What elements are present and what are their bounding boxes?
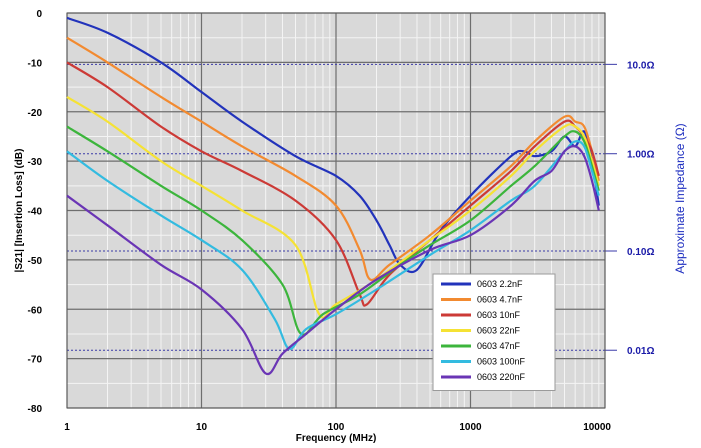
impedance-tick-label: 1.00Ω	[627, 150, 654, 161]
y-tick-label: -50	[28, 256, 43, 267]
y-axis-label: |S21| [Insertion Loss] (dB)	[14, 149, 25, 273]
impedance-tick-label: 0.01Ω	[627, 346, 654, 357]
impedance-axis-label: Approximate Impedance (Ω)	[673, 123, 687, 273]
y-tick-labels: 0 -10 -20 -30 -40 -50 -60 -70 -80	[28, 9, 43, 415]
x-tick-label: 10000	[583, 422, 611, 433]
series-line	[66, 140, 600, 350]
y-tick-label: -20	[28, 108, 43, 119]
x-tick-labels: 1 10 100 1000 10000	[64, 422, 611, 433]
y-tick-label: -60	[28, 305, 43, 316]
y-tick-label: -10	[28, 58, 43, 69]
y-tick-label: -30	[28, 157, 43, 168]
legend-label: 0603 10nF	[477, 310, 521, 320]
legend-label: 0603 100nF	[477, 357, 526, 367]
impedance-tick-label: 10.0Ω	[627, 60, 654, 71]
series-line	[66, 95, 600, 319]
x-tick-label: 1	[64, 422, 70, 433]
x-axis-label: Frequency (MHz)	[296, 433, 377, 444]
x-tick-label: 100	[328, 422, 345, 433]
y-tick-label: -70	[28, 355, 43, 366]
legend: 0603 2.2nF 0603 4.7nF 0603 10nF 0603 22nF 06…	[432, 273, 556, 391]
series-line	[66, 16, 600, 274]
legend-label: 0603 2.2nF	[477, 279, 523, 289]
y-tick-label: -40	[28, 207, 43, 218]
impedance-tick-labels: 10.0Ω 1.00Ω 0.10Ω 0.01Ω	[627, 60, 654, 357]
y-tick-label: 0	[36, 9, 42, 20]
legend-box	[432, 273, 556, 391]
x-tick-label: 1000	[459, 422, 482, 433]
series-layer	[66, 16, 600, 376]
series-line	[66, 36, 600, 282]
legend-label: 0603 47nF	[477, 341, 521, 351]
legend-label: 0603 220nF	[477, 372, 526, 382]
legend-label: 0603 22nF	[477, 326, 521, 336]
series-line	[66, 145, 600, 376]
x-tick-label: 10	[196, 422, 208, 433]
y-tick-label: -80	[28, 404, 43, 415]
plot-frame	[66, 12, 606, 409]
legend-label: 0603 4.7nF	[477, 295, 523, 305]
impedance-tick-label: 0.10Ω	[627, 247, 654, 258]
